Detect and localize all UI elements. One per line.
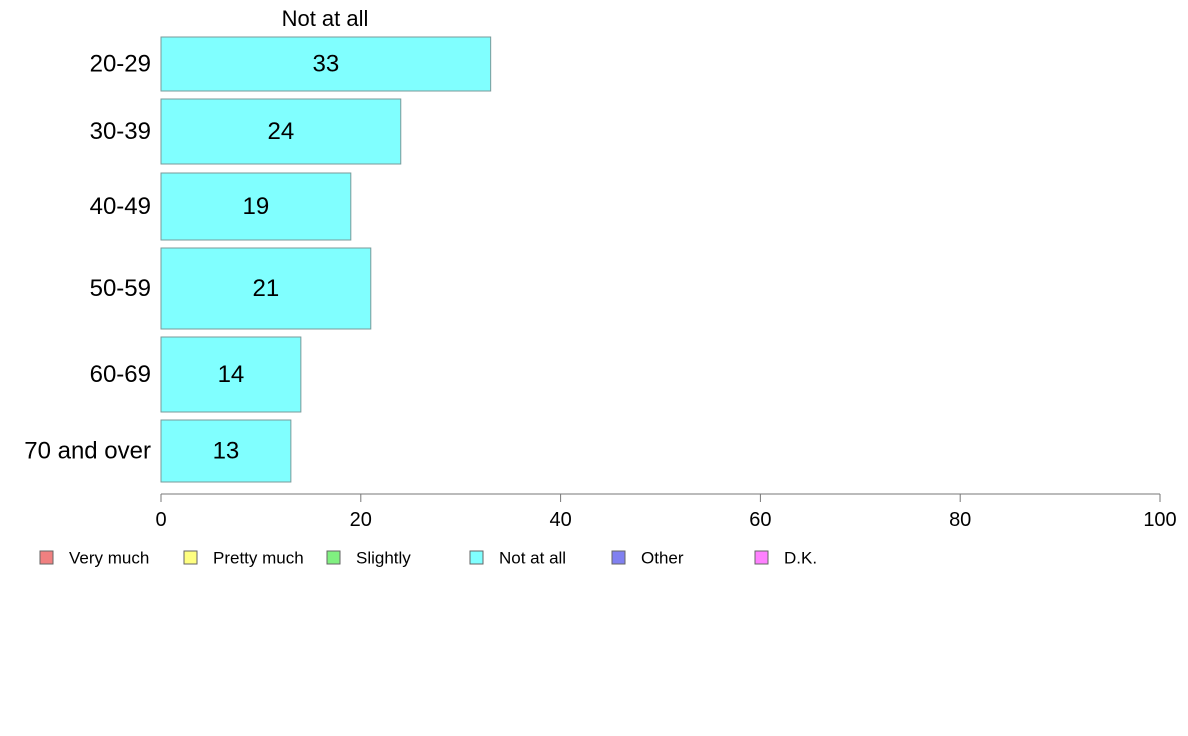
legend-label: Pretty much: [213, 549, 304, 568]
legend-label: Slightly: [356, 549, 411, 568]
category-label: 70 and over: [24, 438, 151, 465]
legend-swatch: [326, 550, 341, 565]
data-label: 19: [243, 193, 270, 220]
legend-swatch: [611, 550, 626, 565]
bars-group: 20-29 33 30-39 24 40-49 19 50-59 21 60-69 14 70 an…: [24, 36, 492, 483]
x-tick-label: 40: [549, 509, 571, 531]
bar: [160, 98, 402, 165]
legend-swatch: [183, 550, 198, 565]
data-label: 14: [218, 361, 245, 388]
legend-swatch: [754, 550, 769, 565]
x-tick-label: 0: [155, 509, 166, 531]
data-label: 21: [253, 275, 280, 302]
bar: [160, 419, 292, 483]
legend: Very much Pretty much Slightly Not at all Ot…: [39, 549, 817, 568]
category-label: 50-59: [90, 275, 151, 302]
legend-label: D.K.: [784, 549, 817, 568]
bar: [160, 247, 372, 330]
legend-label: Not at all: [499, 549, 566, 568]
legend-label: Other: [641, 549, 684, 568]
x-tick-label: 100: [1143, 509, 1176, 531]
category-label: 30-39: [90, 118, 151, 145]
legend-swatch: [39, 550, 54, 565]
x-tick-label: 20: [350, 509, 372, 531]
bar: [160, 172, 352, 241]
bar: [160, 36, 492, 92]
category-label: 20-29: [90, 51, 151, 78]
legend-swatch: [469, 550, 484, 565]
data-label: 13: [213, 438, 240, 465]
category-label: 40-49: [90, 193, 151, 220]
x-tick-label: 80: [949, 509, 971, 531]
legend-label: Very much: [69, 549, 149, 568]
data-label: 24: [268, 118, 295, 145]
x-axis: 0 20 40 60 80 100: [155, 493, 1177, 531]
data-label: 33: [312, 51, 339, 78]
bar: [160, 336, 302, 413]
panel-title: Not at all: [282, 6, 369, 31]
x-tick-label: 60: [749, 509, 771, 531]
category-label: 60-69: [90, 361, 151, 388]
